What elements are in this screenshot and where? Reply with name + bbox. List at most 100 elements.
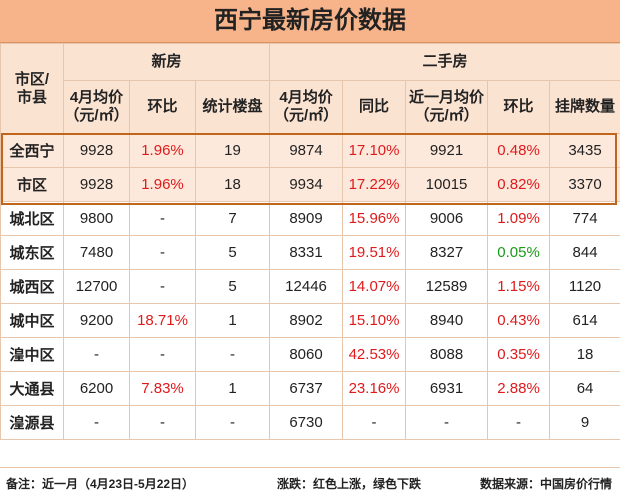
- cell-used-listings: 3435: [550, 134, 620, 168]
- cell-used-listings: 64: [550, 372, 620, 406]
- cell-new-projects: 5: [196, 270, 270, 304]
- footer: 备注：近一月（4月23日-5月22日） 涨跌：红色上涨，绿色下跌 数据来源：中国…: [0, 467, 620, 501]
- cell-used-yoy: 42.53%: [343, 338, 406, 372]
- cell-used-month-avg: 8327: [406, 236, 488, 270]
- cell-region: 湟中区: [1, 338, 64, 372]
- cell-used-month-avg: 8088: [406, 338, 488, 372]
- footer-source: 数据来源：中国房价行情: [480, 468, 612, 501]
- cell-new-mom: 7.83%: [130, 372, 196, 406]
- cell-new-projects: 19: [196, 134, 270, 168]
- page-title: 西宁最新房价数据: [0, 0, 620, 43]
- cell-new-projects: -: [196, 406, 270, 440]
- cell-new-mom: -: [130, 202, 196, 236]
- cell-used-avg-price: 6730: [270, 406, 343, 440]
- cell-new-avg-price: 12700: [64, 270, 130, 304]
- cell-used-yoy: -: [343, 406, 406, 440]
- cell-new-avg-price: 9200: [64, 304, 130, 338]
- cell-used-month-avg: 6931: [406, 372, 488, 406]
- cell-new-mom: -: [130, 236, 196, 270]
- cell-new-mom: 1.96%: [130, 134, 196, 168]
- cell-region: 城西区: [1, 270, 64, 304]
- cell-new-avg-price: 9928: [64, 134, 130, 168]
- cell-region: 城北区: [1, 202, 64, 236]
- cell-new-avg-price: 7480: [64, 236, 130, 270]
- cell-used-yoy: 23.16%: [343, 372, 406, 406]
- cell-new-mom: 18.71%: [130, 304, 196, 338]
- cell-used-month-avg: 9921: [406, 134, 488, 168]
- cell-new-mom: -: [130, 338, 196, 372]
- cell-region: 大通县: [1, 372, 64, 406]
- cell-used-listings: 3370: [550, 168, 620, 202]
- cell-new-mom: -: [130, 270, 196, 304]
- cell-used-mom: 0.48%: [488, 134, 550, 168]
- cell-region: 城中区: [1, 304, 64, 338]
- cell-used-mom: -: [488, 406, 550, 440]
- cell-used-avg-price: 6737: [270, 372, 343, 406]
- cell-new-avg-price: 6200: [64, 372, 130, 406]
- header-used-yoy: 同比: [343, 81, 406, 134]
- cell-used-listings: 1120: [550, 270, 620, 304]
- cell-used-listings: 774: [550, 202, 620, 236]
- cell-used-yoy: 17.22%: [343, 168, 406, 202]
- cell-new-avg-price: -: [64, 406, 130, 440]
- header-new-mom: 环比: [130, 81, 196, 134]
- cell-used-avg-price: 9874: [270, 134, 343, 168]
- cell-new-projects: 18: [196, 168, 270, 202]
- cell-used-month-avg: 9006: [406, 202, 488, 236]
- header-used-mom: 环比: [488, 81, 550, 134]
- price-table: 市区/市县 新房 二手房 4月均价（元/㎡） 环比 统计楼盘 4月均价（元/㎡）…: [0, 43, 620, 440]
- footer-legend: 涨跌：红色上涨，绿色下跌: [277, 468, 421, 501]
- cell-used-avg-price: 12446: [270, 270, 343, 304]
- cell-new-avg-price: 9928: [64, 168, 130, 202]
- cell-new-mom: -: [130, 406, 196, 440]
- cell-used-month-avg: -: [406, 406, 488, 440]
- header-new-avg-price: 4月均价（元/㎡）: [64, 81, 130, 134]
- cell-region: 市区: [1, 168, 64, 202]
- cell-used-yoy: 15.96%: [343, 202, 406, 236]
- cell-used-listings: 614: [550, 304, 620, 338]
- header-used-avg-price: 4月均价（元/㎡）: [270, 81, 343, 134]
- cell-used-avg-price: 8909: [270, 202, 343, 236]
- header-new-group: 新房: [64, 44, 270, 81]
- cell-used-listings: 844: [550, 236, 620, 270]
- cell-new-projects: 1: [196, 372, 270, 406]
- cell-used-mom: 0.35%: [488, 338, 550, 372]
- cell-used-avg-price: 8060: [270, 338, 343, 372]
- footer-note: 备注：近一月（4月23日-5月22日）: [6, 468, 194, 501]
- cell-used-month-avg: 8940: [406, 304, 488, 338]
- cell-new-projects: -: [196, 338, 270, 372]
- cell-new-avg-price: 9800: [64, 202, 130, 236]
- header-new-projects: 统计楼盘: [196, 81, 270, 134]
- cell-used-month-avg: 10015: [406, 168, 488, 202]
- cell-new-projects: 7: [196, 202, 270, 236]
- cell-used-mom: 0.82%: [488, 168, 550, 202]
- cell-used-listings: 9: [550, 406, 620, 440]
- cell-used-avg-price: 8331: [270, 236, 343, 270]
- header-used-month-avg: 近一月均价（元/㎡）: [406, 81, 488, 134]
- header-used-group: 二手房: [270, 44, 620, 81]
- cell-used-mom: 0.43%: [488, 304, 550, 338]
- header-region: 市区/市县: [1, 44, 64, 134]
- table-row: 湟源县---6730---9: [1, 406, 620, 440]
- cell-region: 湟源县: [1, 406, 64, 440]
- cell-used-listings: 18: [550, 338, 620, 372]
- header-used-listings: 挂牌数量: [550, 81, 620, 134]
- cell-used-yoy: 19.51%: [343, 236, 406, 270]
- cell-used-yoy: 17.10%: [343, 134, 406, 168]
- cell-used-mom: 1.15%: [488, 270, 550, 304]
- cell-used-avg-price: 9934: [270, 168, 343, 202]
- cell-new-avg-price: -: [64, 338, 130, 372]
- cell-used-yoy: 14.07%: [343, 270, 406, 304]
- cell-new-mom: 1.96%: [130, 168, 196, 202]
- cell-used-mom: 2.88%: [488, 372, 550, 406]
- cell-used-mom: 1.09%: [488, 202, 550, 236]
